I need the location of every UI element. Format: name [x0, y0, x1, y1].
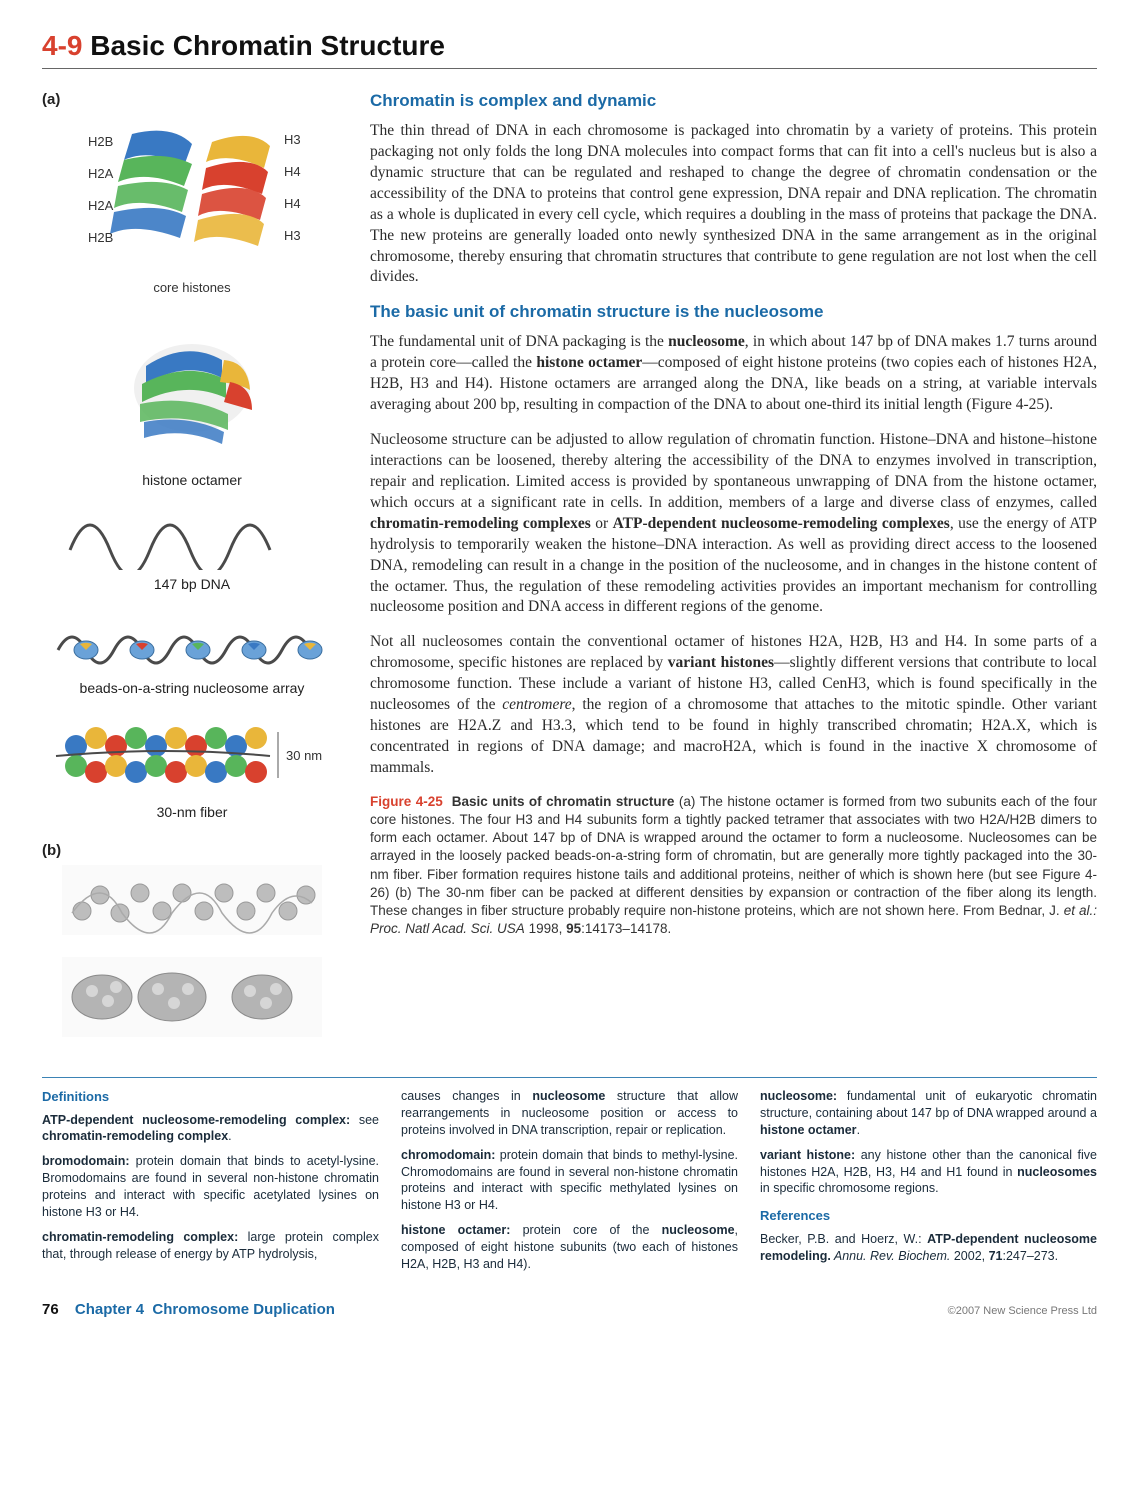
para-4: Not all nucleosomes contain the conventi…: [370, 632, 1097, 778]
page-title: 4-9 Basic Chromatin Structure: [42, 30, 1097, 62]
label-h3: H3: [284, 132, 301, 147]
section-title: Basic Chromatin Structure: [90, 30, 445, 61]
core-histones-svg: H2B H2A H2A H2B H3 H4 H4 H3 core histone…: [62, 114, 322, 304]
para-1: The thin thread of DNA in each chromosom…: [370, 121, 1097, 288]
panel-a-label: (a): [42, 91, 342, 108]
page-number: 76: [42, 1301, 59, 1318]
para-2: The fundamental unit of DNA packaging is…: [370, 332, 1097, 416]
definitions-block: Definitions ATP-dependent nucleosome-rem…: [42, 1077, 1097, 1281]
label-h4b: H4: [284, 196, 301, 211]
figure-column: (a): [42, 83, 342, 1059]
thirty-nm-caption: 30-nm fiber: [42, 804, 342, 820]
defs-col-3: nucleosome: fundamental unit of eukaryot…: [760, 1088, 1097, 1281]
page: 4-9 Basic Chromatin Structure (a): [0, 0, 1133, 1328]
heading-chromatin-dynamic: Chromatin is complex and dynamic: [370, 91, 1097, 111]
em-loose-svg: [62, 865, 322, 935]
beads-caption: beads-on-a-string nucleosome array: [42, 680, 342, 696]
defs-col-2: causes changes in nucleosome structure t…: [401, 1088, 738, 1281]
label-h3b: H3: [284, 228, 301, 243]
thirty-nm-svg: 30 nm: [52, 718, 332, 798]
fig-core-histones: H2B H2A H2A H2B H3 H4 H4 H3 core histone…: [42, 114, 342, 304]
fig-30nm: 30 nm 30-nm fiber: [42, 718, 342, 820]
heading-nucleosome: The basic unit of chromatin structure is…: [370, 302, 1097, 322]
page-footer: 76 Chapter 4 Chromosome Duplication ©200…: [42, 1301, 1097, 1318]
fig-histone-octamer: histone octamer: [42, 326, 342, 488]
section-number: 4-9: [42, 30, 82, 61]
label-h2b2: H2B: [88, 230, 113, 245]
em-tight-svg: [62, 957, 322, 1037]
figure-title: Basic units of chromatin structure: [452, 794, 675, 809]
two-column-layout: (a): [42, 83, 1097, 1059]
fig-em-tight: [42, 957, 342, 1037]
figure-number: Figure 4-25: [370, 794, 443, 809]
title-rule: [42, 68, 1097, 69]
thirty-nm-measure: 30 nm: [286, 748, 322, 763]
histone-octamer-svg: [102, 326, 282, 466]
defs-col-1: Definitions ATP-dependent nucleosome-rem…: [42, 1088, 379, 1281]
footer-copyright: ©2007 New Science Press Ltd: [948, 1305, 1097, 1317]
figure-4-25-caption: Figure 4-25 Basic units of chromatin str…: [370, 793, 1097, 939]
panel-b-label: (b): [42, 842, 342, 859]
fig-em-loose: [42, 865, 342, 935]
label-h2a2: H2A: [88, 198, 114, 213]
text-column: Chromatin is complex and dynamic The thi…: [370, 83, 1097, 952]
footer-left: 76 Chapter 4 Chromosome Duplication: [42, 1301, 335, 1318]
fig-beads: beads-on-a-string nucleosome array: [42, 614, 342, 696]
dna-caption: 147 bp DNA: [42, 576, 342, 592]
histone-octamer-caption: histone octamer: [42, 472, 342, 488]
label-h2a: H2A: [88, 166, 114, 181]
definitions-heading: Definitions: [42, 1088, 379, 1106]
core-histones-caption: core histones: [153, 280, 231, 295]
dna-svg: [62, 510, 322, 570]
chapter-number: Chapter 4: [75, 1301, 144, 1318]
label-h2b: H2B: [88, 134, 113, 149]
beads-svg: [52, 614, 332, 674]
label-h4: H4: [284, 164, 301, 179]
para-3: Nucleosome structure can be adjusted to …: [370, 430, 1097, 618]
fig-dna: 147 bp DNA: [42, 510, 342, 592]
chapter-title: Chromosome Duplication: [152, 1301, 335, 1318]
references-heading: References: [760, 1207, 1097, 1225]
